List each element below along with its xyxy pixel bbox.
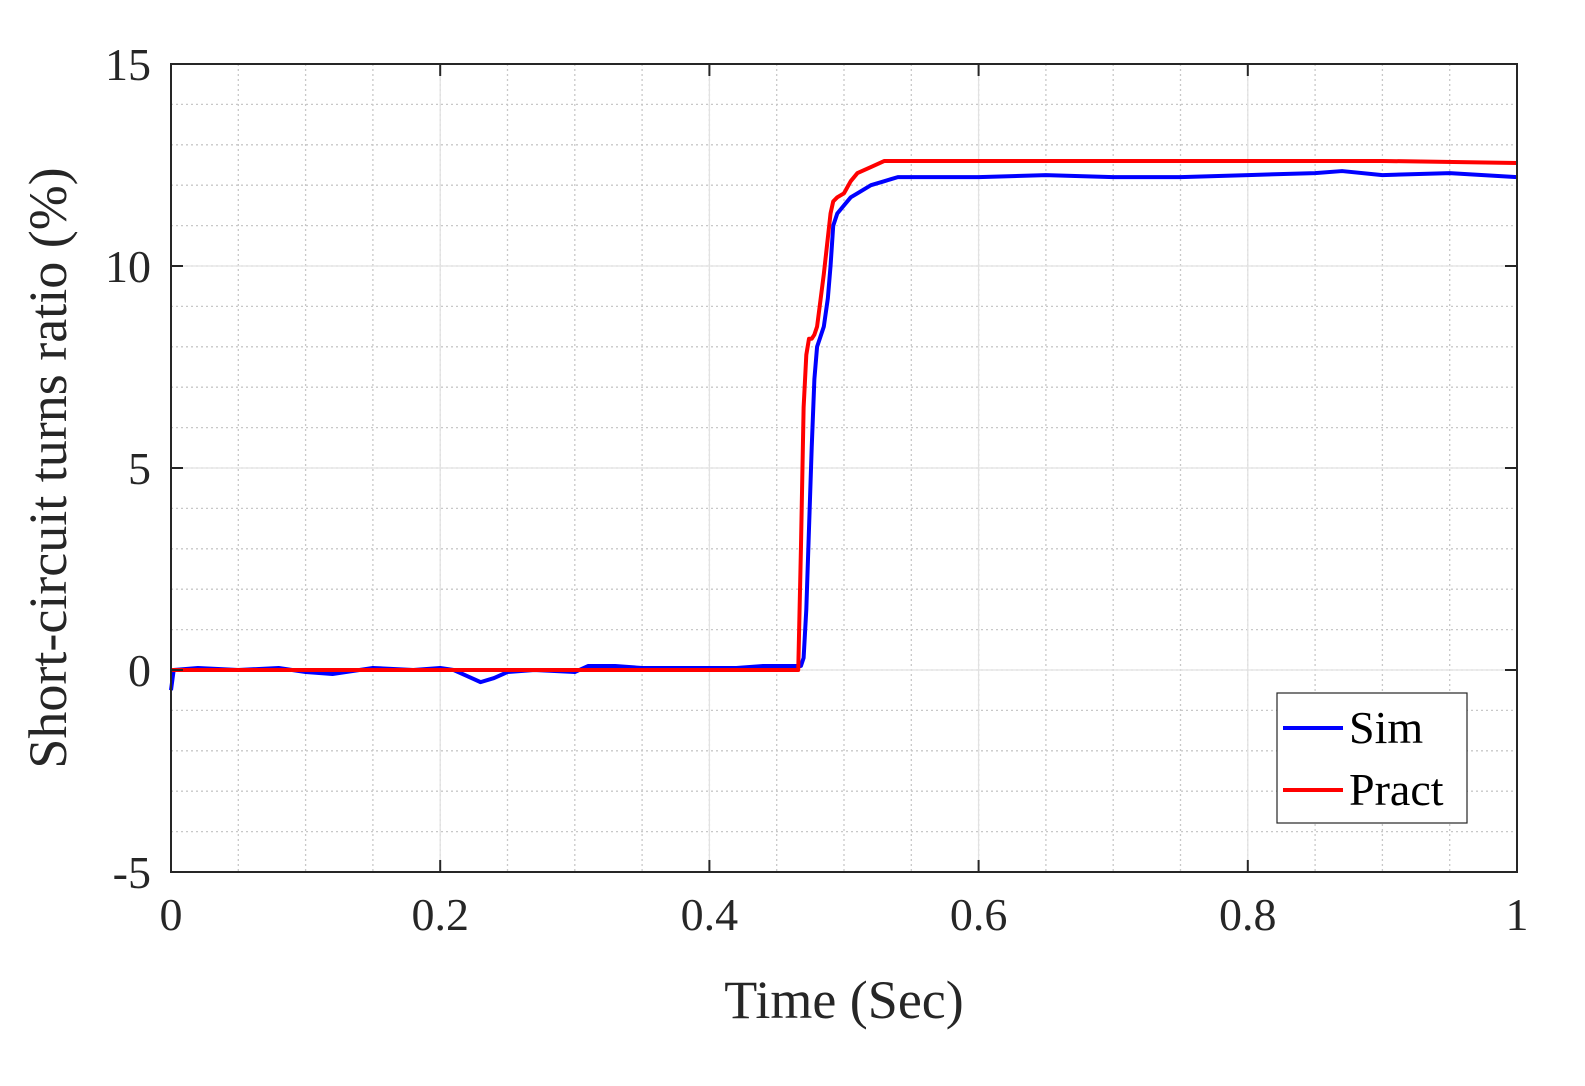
legend-label-pract: Pract [1349, 764, 1444, 815]
y-tick-label: 5 [128, 443, 151, 494]
y-tick-label: 15 [105, 39, 151, 90]
x-tick-label: 0.4 [681, 889, 739, 940]
y-tick-label: 0 [128, 645, 151, 696]
x-tick-label: 0.8 [1219, 889, 1277, 940]
y-axis-ticks: -5 0 5 10 15 [105, 39, 1517, 898]
series-line-pract [171, 158, 1518, 672]
x-tick-label: 0.2 [411, 889, 469, 940]
x-tick-label: 1 [1506, 889, 1529, 940]
y-tick-label: 10 [105, 241, 151, 292]
series-layer [169, 158, 1518, 691]
x-tick-label: 0 [160, 889, 183, 940]
x-axis-ticks: 0 0.2 0.4 0.6 0.8 1 [160, 64, 1529, 940]
x-tick-label: 0.6 [950, 889, 1008, 940]
legend-label-sim: Sim [1349, 702, 1423, 753]
legend-box [1276, 692, 1468, 824]
series-line-sim [169, 169, 1518, 691]
x-axis-label: Time (Sec) [724, 970, 964, 1030]
legend: Sim Pract [1276, 692, 1468, 824]
y-axis-label: Short-circuit turns ratio (%) [18, 167, 78, 768]
y-tick-label: -5 [113, 847, 151, 898]
